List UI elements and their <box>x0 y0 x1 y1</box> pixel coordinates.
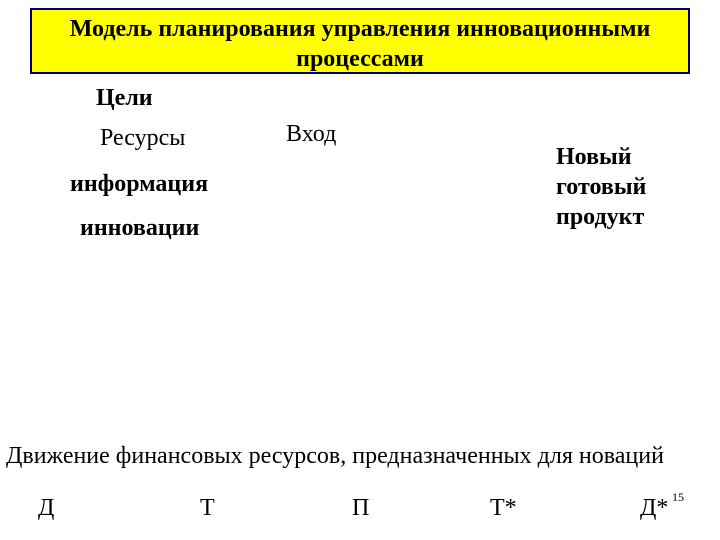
page-number: 15 <box>672 490 684 505</box>
flow-letter-3: Т* <box>490 494 517 523</box>
label-resources: Ресурсы <box>100 124 185 153</box>
flow-caption: Движение финансовых ресурсов, предназнач… <box>6 442 664 471</box>
label-product-l3: продукт <box>556 203 644 232</box>
title-line1: Модель планирования управления инновацио… <box>70 16 651 42</box>
label-goals: Цели <box>96 84 153 113</box>
flow-letter-2: П <box>352 494 369 523</box>
label-product-l2: готовый <box>556 173 646 202</box>
flow-letter-0: Д <box>38 494 54 523</box>
label-input: Вход <box>286 120 336 149</box>
title-line2: процессами <box>296 46 424 72</box>
label-product-l1: Новый <box>556 143 632 172</box>
label-innov: инновации <box>80 214 199 243</box>
label-info: информация <box>70 170 208 199</box>
flow-letter-1: Т <box>200 494 215 523</box>
title-box: Модель планирования управления инновацио… <box>30 8 690 74</box>
flow-letter-4: Д* <box>640 494 668 523</box>
